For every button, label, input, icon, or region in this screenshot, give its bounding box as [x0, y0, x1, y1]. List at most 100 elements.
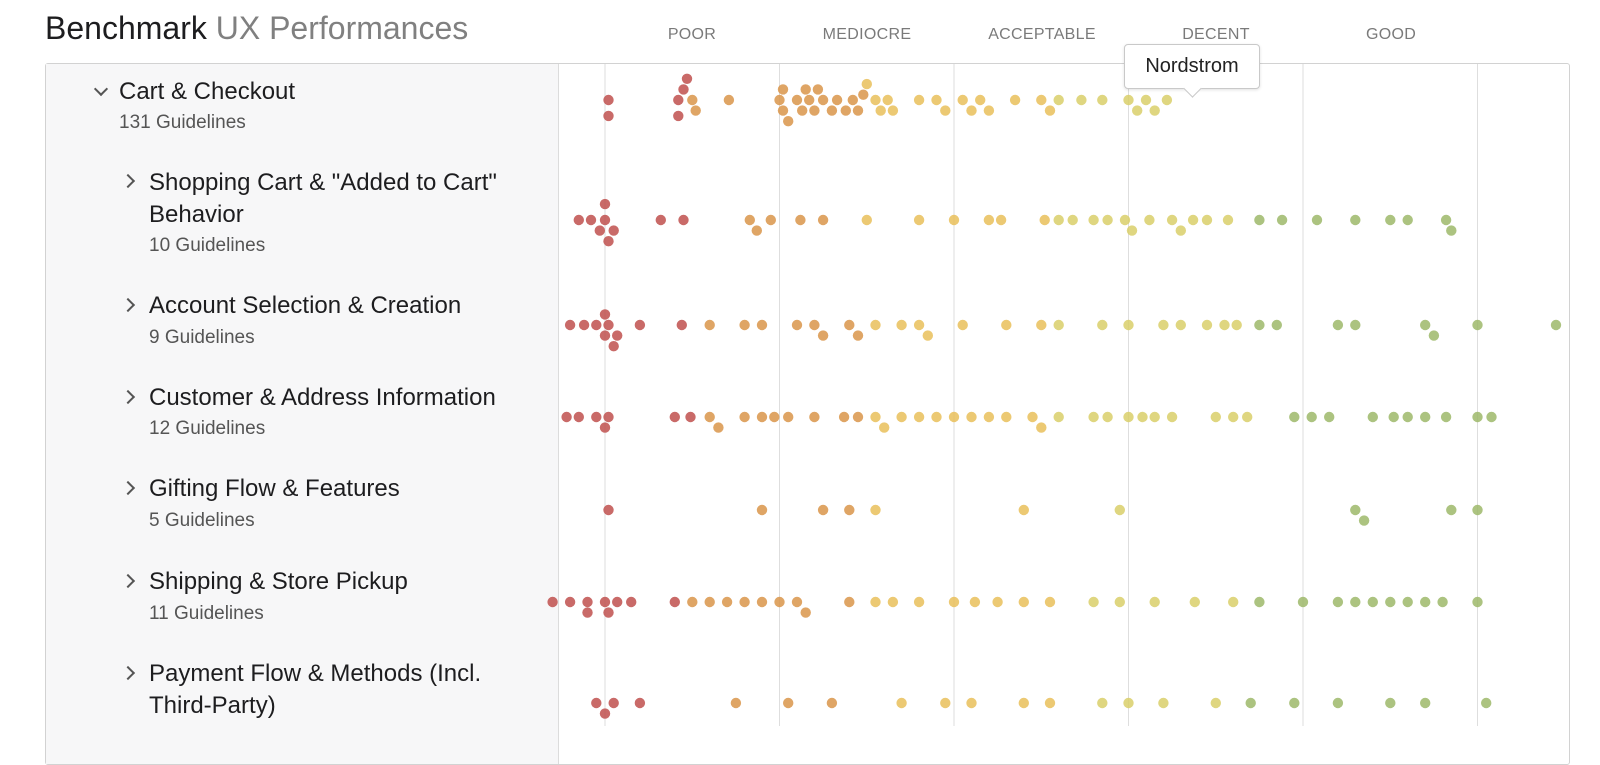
data-point[interactable] — [875, 105, 886, 116]
data-point[interactable] — [1088, 596, 1099, 608]
row-cart-checkout[interactable]: Cart & Checkout 131 Guidelines — [46, 64, 558, 139]
data-point[interactable] — [1472, 411, 1483, 423]
data-point[interactable] — [1036, 94, 1047, 106]
data-point[interactable] — [931, 94, 942, 106]
data-point[interactable] — [879, 422, 890, 433]
data-point[interactable] — [599, 214, 611, 226]
data-point[interactable] — [1044, 697, 1056, 709]
data-point[interactable] — [983, 105, 995, 116]
data-point[interactable] — [756, 411, 768, 423]
data-point[interactable] — [1388, 411, 1399, 423]
data-point[interactable] — [966, 411, 977, 423]
data-point[interactable] — [1332, 596, 1344, 608]
row-shopping-cart[interactable]: Shopping Cart & "Added to Cart" Behavior… — [46, 164, 558, 259]
data-point[interactable] — [769, 411, 780, 423]
data-point[interactable] — [852, 105, 864, 116]
data-point[interactable] — [777, 84, 789, 95]
data-point[interactable] — [603, 607, 614, 618]
data-point[interactable] — [887, 596, 899, 608]
data-point[interactable] — [1231, 319, 1242, 331]
data-point[interactable] — [1149, 411, 1160, 423]
data-point[interactable] — [852, 330, 864, 341]
data-point[interactable] — [983, 411, 995, 423]
data-point[interactable] — [812, 84, 824, 95]
data-point[interactable] — [858, 89, 869, 100]
data-point[interactable] — [1102, 411, 1113, 423]
data-point[interactable] — [1044, 596, 1056, 608]
data-point[interactable] — [1053, 94, 1064, 106]
data-point[interactable] — [1097, 697, 1108, 709]
data-point[interactable] — [804, 94, 815, 106]
data-point[interactable] — [1166, 214, 1178, 226]
data-point[interactable] — [1254, 319, 1265, 331]
data-point[interactable] — [800, 84, 811, 95]
data-point[interactable] — [1350, 214, 1361, 226]
data-point[interactable] — [783, 411, 794, 423]
data-point[interactable] — [1306, 411, 1317, 423]
row-shipping-store-pickup[interactable]: Shipping & Store Pickup 11 Guidelines — [46, 564, 558, 634]
data-point[interactable] — [809, 411, 820, 423]
data-point[interactable] — [582, 607, 593, 618]
data-point[interactable] — [1149, 105, 1160, 116]
data-point[interactable] — [603, 94, 614, 106]
data-point[interactable] — [1222, 214, 1234, 226]
data-point[interactable] — [861, 78, 872, 90]
data-point[interactable] — [626, 596, 637, 608]
data-point[interactable] — [1254, 214, 1265, 226]
data-point[interactable] — [1254, 596, 1265, 608]
data-point[interactable] — [756, 504, 768, 516]
data-point[interactable] — [1018, 504, 1029, 516]
data-point[interactable] — [1018, 697, 1029, 709]
data-point[interactable] — [1088, 214, 1099, 226]
data-point[interactable] — [687, 94, 698, 106]
data-point[interactable] — [1144, 214, 1155, 226]
data-point[interactable] — [751, 225, 762, 236]
data-point[interactable] — [1036, 319, 1047, 331]
data-point[interactable] — [603, 319, 614, 331]
data-point[interactable] — [1324, 411, 1335, 423]
data-point[interactable] — [1297, 596, 1309, 608]
data-point[interactable] — [783, 697, 794, 709]
data-point[interactable] — [1385, 596, 1396, 608]
data-point[interactable] — [966, 697, 977, 709]
data-point[interactable] — [817, 214, 829, 226]
data-point[interactable] — [1481, 697, 1492, 709]
data-point[interactable] — [840, 105, 851, 116]
data-point[interactable] — [564, 319, 576, 331]
data-point[interactable] — [870, 596, 881, 608]
data-point[interactable] — [547, 596, 558, 608]
data-point[interactable] — [1385, 214, 1396, 226]
data-point[interactable] — [690, 105, 701, 116]
data-point[interactable] — [1276, 214, 1288, 226]
data-point[interactable] — [1161, 94, 1173, 106]
data-point[interactable] — [957, 319, 968, 331]
data-point[interactable] — [704, 319, 715, 331]
data-point[interactable] — [948, 411, 960, 423]
data-point[interactable] — [1332, 697, 1344, 709]
data-point[interactable] — [585, 214, 597, 226]
data-point[interactable] — [1350, 504, 1361, 516]
data-point[interactable] — [1201, 319, 1213, 331]
data-point[interactable] — [634, 319, 646, 331]
data-point[interactable] — [1036, 422, 1047, 433]
data-point[interactable] — [723, 94, 735, 106]
data-point[interactable] — [655, 214, 666, 226]
data-point[interactable] — [791, 94, 803, 106]
data-point[interactable] — [817, 94, 829, 106]
data-point[interactable] — [1175, 225, 1187, 236]
data-point[interactable] — [1126, 225, 1138, 236]
data-point[interactable] — [1550, 319, 1562, 331]
data-point[interactable] — [1219, 319, 1230, 331]
data-point[interactable] — [940, 697, 951, 709]
data-point[interactable] — [685, 411, 696, 423]
data-point[interactable] — [896, 319, 907, 331]
data-point[interactable] — [975, 94, 986, 106]
data-point[interactable] — [594, 225, 605, 236]
data-point[interactable] — [1486, 411, 1497, 423]
data-point[interactable] — [1210, 697, 1222, 709]
data-point[interactable] — [1018, 596, 1029, 608]
data-point[interactable] — [1158, 319, 1169, 331]
data-point[interactable] — [612, 330, 623, 341]
data-point[interactable] — [783, 116, 794, 127]
data-point[interactable] — [612, 596, 623, 608]
